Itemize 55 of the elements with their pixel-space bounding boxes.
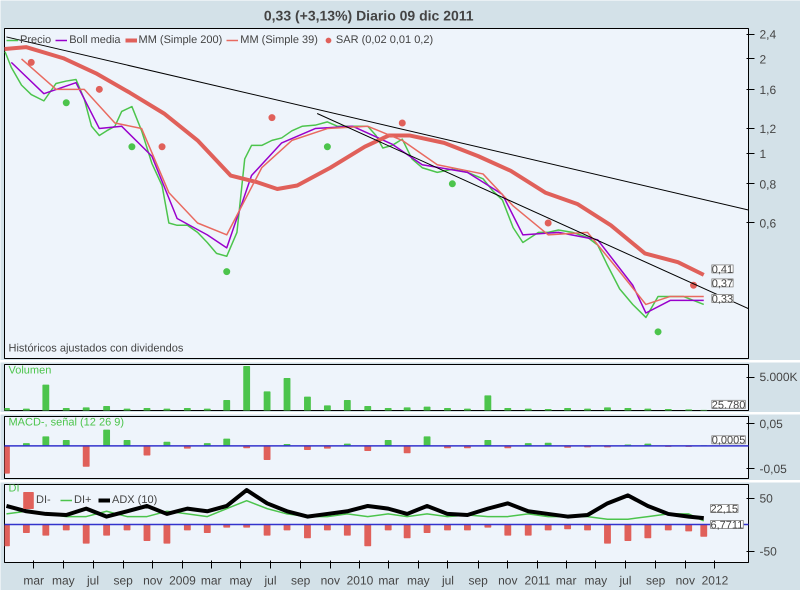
x-tick-label: jul bbox=[263, 574, 277, 588]
y-tick-label: 0,6 bbox=[760, 216, 777, 230]
chart-title: 0,33 (+3,13%) Diario 09 dic 2011 bbox=[264, 8, 474, 24]
y-tick-label: -0,05 bbox=[760, 462, 788, 476]
legend-label: DI- bbox=[36, 494, 52, 506]
chart-title: Volumen bbox=[8, 364, 52, 376]
x-tick-label: 2011 bbox=[524, 574, 551, 588]
y-tick-label: -50 bbox=[760, 544, 778, 559]
x-tick-label: sep bbox=[290, 574, 311, 588]
x-tick-label: may bbox=[52, 574, 75, 588]
y-tick-label: 0,8 bbox=[760, 177, 777, 192]
annotation: 22,15 bbox=[710, 504, 738, 516]
annotation: 6,7711 bbox=[710, 520, 744, 532]
y-tick-label: 1,2 bbox=[760, 122, 777, 136]
x-tick-label: may bbox=[406, 574, 430, 588]
x-tick-label: nov bbox=[143, 574, 162, 588]
x-tick-label: mar bbox=[378, 574, 399, 588]
y-tick-label: 50 bbox=[760, 492, 774, 506]
x-tick-label: nov bbox=[676, 574, 695, 588]
legend-label: MM (Simple 200) bbox=[138, 34, 222, 46]
annotation: Históricos ajustados con dividendos bbox=[8, 342, 184, 354]
annotation: 0,0005 bbox=[712, 434, 746, 447]
y-tick-label: 2,4 bbox=[760, 28, 777, 42]
y-tick-label: 5.000K bbox=[760, 370, 798, 384]
x-tick-label: sep bbox=[468, 574, 488, 588]
y-tick-label: 2 bbox=[760, 52, 766, 66]
x-tick-label: 2009 bbox=[169, 574, 196, 588]
x-tick-label: 2012 bbox=[702, 574, 729, 588]
annotation: 0,41 bbox=[712, 264, 734, 276]
y-tick-label: 1 bbox=[760, 146, 766, 161]
x-tick-label: nov bbox=[320, 574, 340, 588]
x-tick-label: mar bbox=[23, 574, 44, 588]
legend-label: ADX (10) bbox=[112, 494, 158, 506]
y-tick-label: 0,05 bbox=[760, 416, 784, 431]
annotation: 0,33 bbox=[712, 293, 734, 306]
x-tick-label: jul bbox=[86, 574, 100, 588]
x-tick-label: 2010 bbox=[346, 574, 374, 588]
chart-title: MACD-, señal (12 26 9) bbox=[8, 416, 124, 428]
legend-label: Precio bbox=[20, 34, 52, 46]
x-tick-label: mar bbox=[556, 574, 576, 588]
legend-label: SAR (0,02 0,01 0,2) bbox=[336, 34, 434, 46]
annotation: 0,37 bbox=[712, 278, 734, 290]
x-tick-label: sep bbox=[113, 574, 134, 588]
x-tick-label: mar bbox=[200, 574, 222, 588]
x-tick-label: sep bbox=[646, 574, 666, 588]
x-tick-label: may bbox=[584, 574, 608, 588]
legend-label: MM (Simple 39) bbox=[240, 34, 318, 46]
annotation: 25.780 bbox=[712, 399, 746, 412]
x-tick-label: may bbox=[229, 574, 252, 588]
legend-label: DI+ bbox=[74, 494, 92, 506]
x-tick-label: jul bbox=[440, 574, 454, 588]
x-tick-label: nov bbox=[498, 574, 518, 588]
x-tick-label: jul bbox=[618, 574, 632, 588]
y-tick-label: 1,6 bbox=[760, 82, 777, 97]
legend-label: Boll media bbox=[69, 34, 121, 46]
